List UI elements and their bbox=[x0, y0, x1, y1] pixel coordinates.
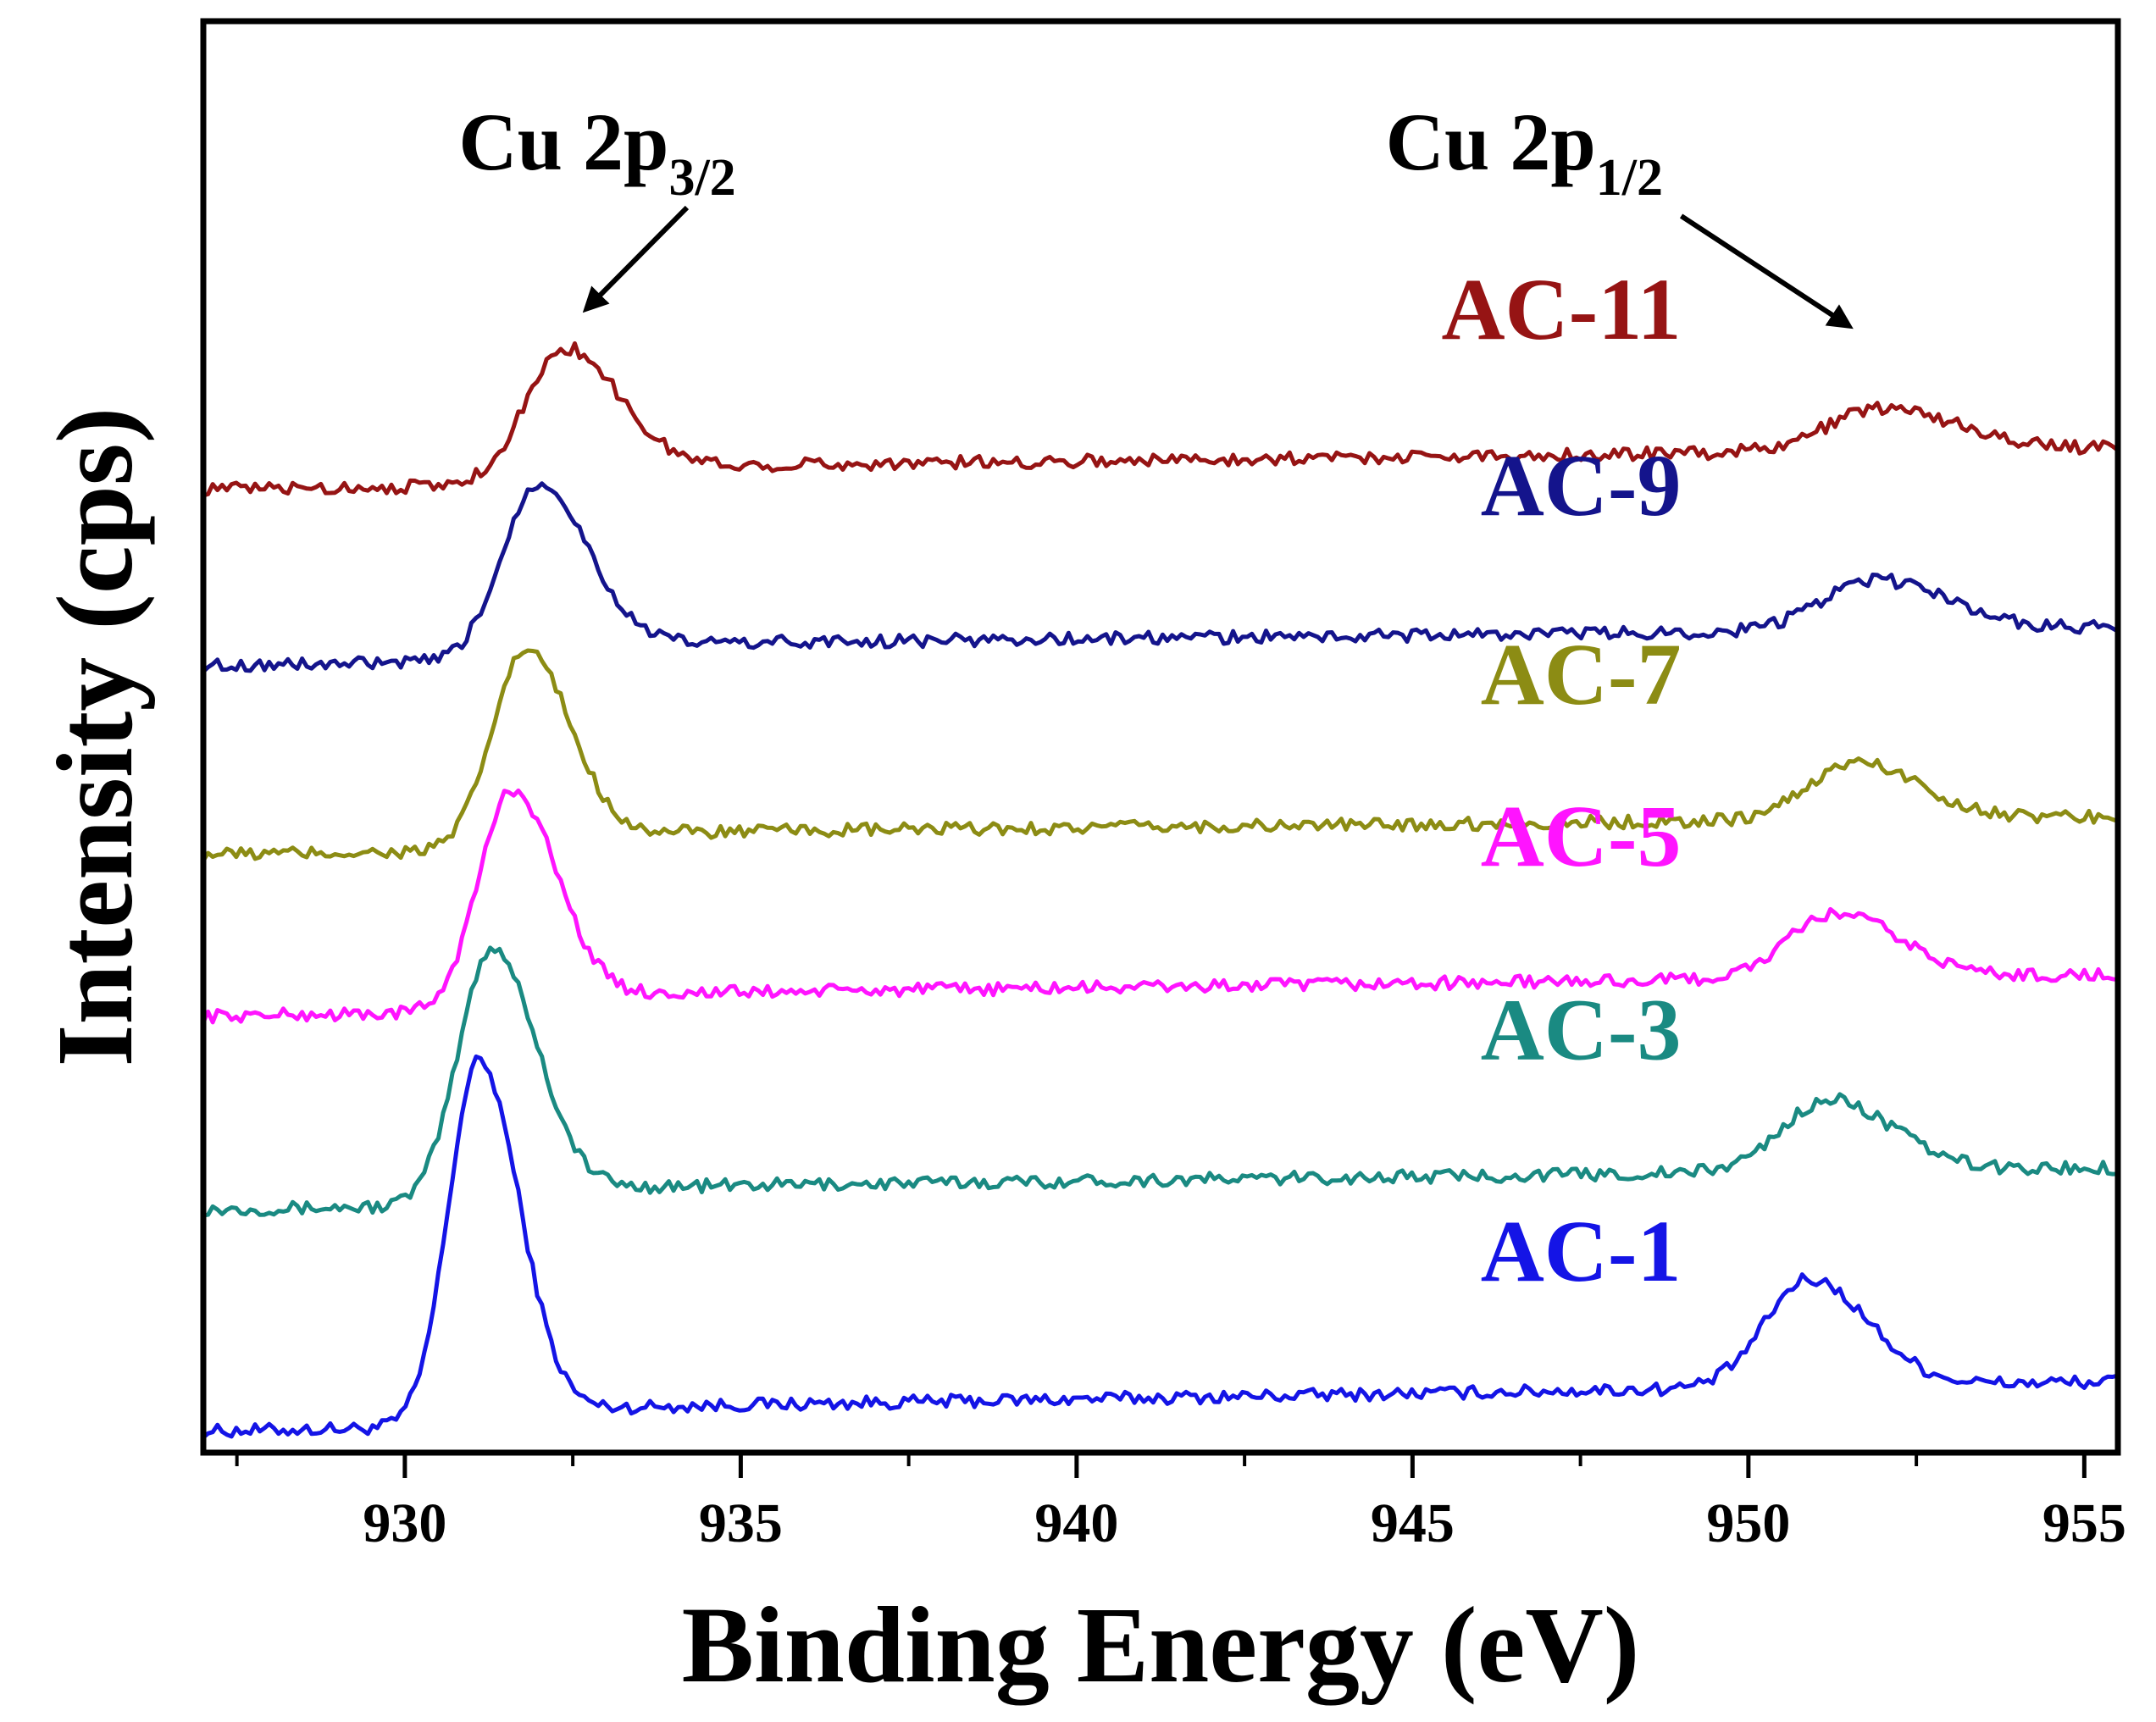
x-tick-label: 930 bbox=[363, 1492, 446, 1554]
x-axis-ticks bbox=[235, 1453, 2087, 1478]
series-traces bbox=[201, 341, 2119, 1439]
x-tick-label: 950 bbox=[1706, 1492, 1790, 1554]
series-label-ac-1: AC-1 bbox=[1481, 1203, 1682, 1300]
series-label-ac-5: AC-5 bbox=[1481, 788, 1682, 885]
peak-annotations: Cu 2p3/2 Cu 2p1/2 bbox=[458, 97, 1854, 329]
y-axis-title: Intensity (cps) bbox=[35, 407, 155, 1067]
series-labels: AC-1 AC-3 AC-5 AC-7 AC-9 AC-11 bbox=[1441, 261, 1681, 1300]
annotation-arrow-cu2p12 bbox=[1679, 213, 1854, 329]
x-tick-label: 935 bbox=[699, 1492, 783, 1554]
x-tick-label: 940 bbox=[1034, 1492, 1118, 1554]
plot-frame bbox=[200, 18, 2121, 1456]
series-label-ac-3: AC-3 bbox=[1481, 981, 1682, 1078]
series-line-ac-7 bbox=[201, 648, 2119, 862]
annotation-cu2p32: Cu 2p3/2 bbox=[458, 97, 735, 207]
x-tick-label: 945 bbox=[1371, 1492, 1455, 1554]
series-line-ac-5 bbox=[201, 788, 2118, 1025]
x-tick-label: 955 bbox=[2042, 1492, 2126, 1554]
x-axis-title: Binding Energy (eV) bbox=[682, 1585, 1640, 1705]
series-label-ac-11: AC-11 bbox=[1441, 261, 1681, 358]
series-line-ac-9 bbox=[202, 481, 2119, 673]
series-label-ac-7: AC-7 bbox=[1481, 626, 1682, 723]
annotation-arrow-cu2p32 bbox=[582, 205, 690, 313]
series-line-ac-3 bbox=[202, 945, 2118, 1218]
series-line-ac-1 bbox=[202, 1054, 2118, 1439]
annotation-cu2p12: Cu 2p1/2 bbox=[1386, 97, 1663, 207]
x-axis-tick-labels: 930 935 940 945 950 955 bbox=[363, 1492, 2126, 1554]
series-label-ac-9: AC-9 bbox=[1481, 437, 1682, 534]
series-line-ac-11 bbox=[202, 341, 2119, 498]
